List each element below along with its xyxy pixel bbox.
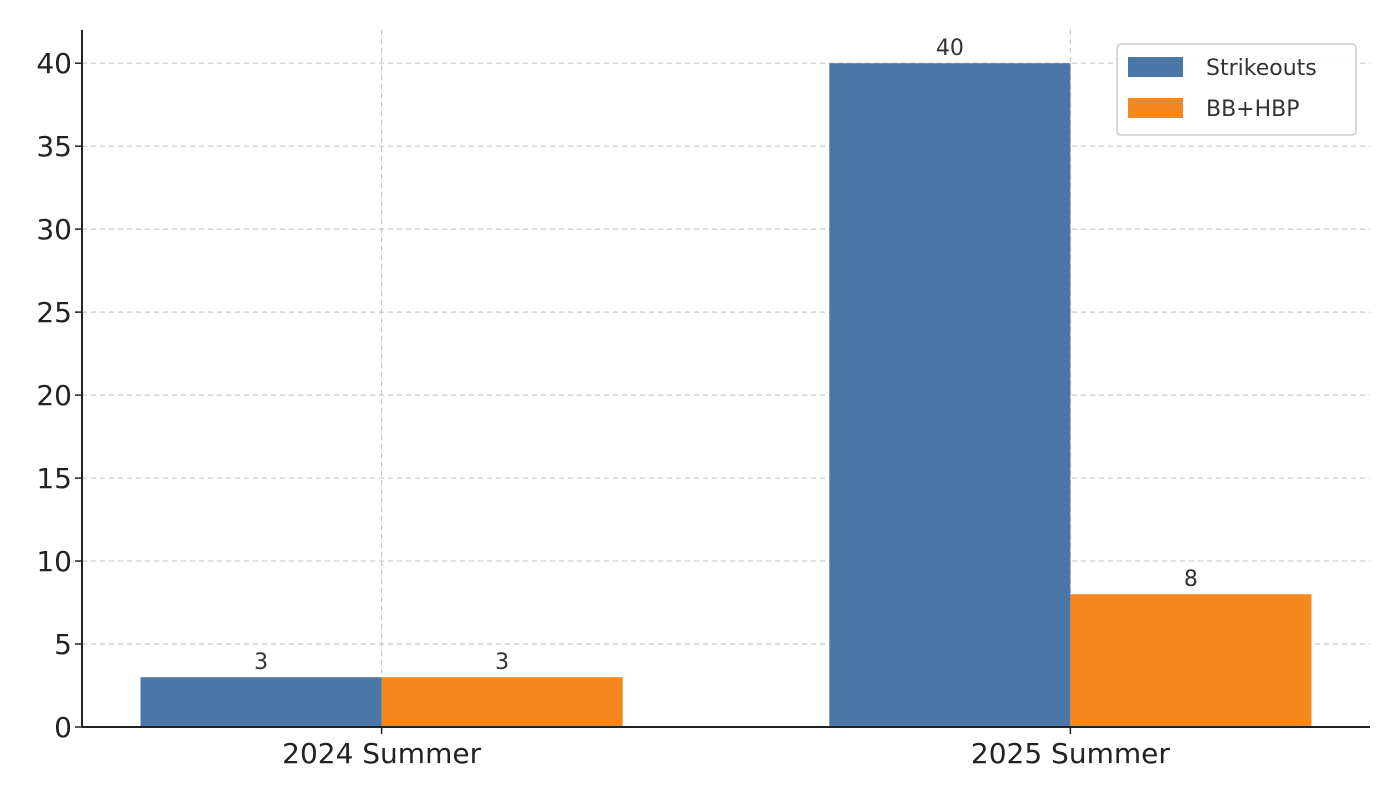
bar-bb-hbp [381,677,623,727]
bar-labels-layer: 3 40 3 8 [254,36,1198,675]
x-tick-label: 2025 Summer [971,737,1170,770]
bar-value-label: 40 [936,36,964,61]
y-tick-label: 25 [36,296,72,329]
x-tick-label: 2024 Summer [282,737,481,770]
y-tick-label: 5 [54,628,72,661]
bar-value-label: 8 [1184,567,1198,592]
bar-strikeouts [829,63,1071,727]
bar-value-label: 3 [495,650,509,675]
axes-layer: 0 5 10 15 20 25 30 35 40 2024 Summer 2025 Summer [36,30,1370,770]
bar-strikeouts [140,677,382,727]
y-tick-label: 10 [36,545,72,578]
bar-value-label: 3 [254,650,268,675]
legend-label: BB+HBP [1206,97,1300,122]
legend-label: Strikeouts [1206,56,1317,81]
y-tick-label: 35 [36,130,72,163]
legend-swatch [1128,57,1183,77]
bar-bb-hbp [1070,594,1312,727]
y-tick-label: 15 [36,462,72,495]
y-tick-label: 40 [36,47,72,80]
y-tick-label: 20 [36,379,72,412]
bars-layer [140,63,1312,727]
y-tick-label: 30 [36,213,72,246]
y-tick-label: 0 [54,711,72,744]
legend-swatch [1128,98,1183,118]
legend: Strikeouts BB+HBP [1116,43,1357,136]
